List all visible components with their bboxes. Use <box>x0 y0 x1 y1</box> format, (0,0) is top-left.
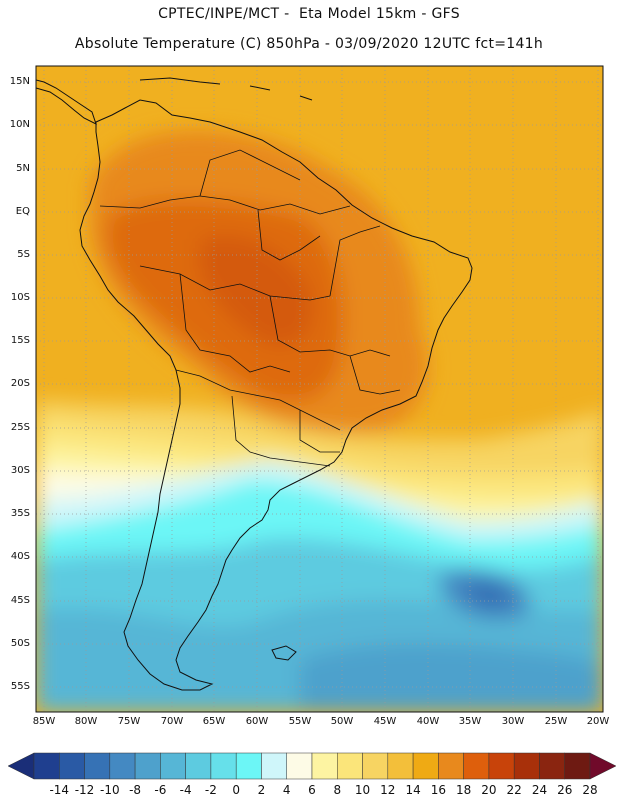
colorbar-swatch <box>33 752 60 780</box>
lat-label: 45S <box>10 595 30 606</box>
lon-label: 50W <box>330 716 354 727</box>
lon-label: 80W <box>74 716 98 727</box>
chart-title-line2: Absolute Temperature (C) 850hPa - 03/09/… <box>74 36 544 52</box>
colorbar-tick-label: -14 <box>49 783 70 797</box>
lat-label: 5S <box>17 249 30 260</box>
colorbar-swatch <box>185 752 212 780</box>
coastlines-and-borders <box>36 77 473 691</box>
colorbar-swatch <box>337 752 363 780</box>
colorbar <box>7 752 617 780</box>
caribbean-islands <box>139 77 313 101</box>
lat-label: 35S <box>10 508 30 519</box>
colorbar-swatch <box>160 752 186 780</box>
lon-label: 70W <box>160 716 184 727</box>
colorbar-tick-label: 4 <box>282 783 291 797</box>
colorbar-tick-label: -8 <box>129 783 142 797</box>
colorbar-tick-label: 6 <box>308 783 316 797</box>
lon-label: 35W <box>458 716 482 727</box>
lat-label: 55S <box>10 681 30 692</box>
colorbar-tick-label: 26 <box>557 783 573 797</box>
colorbar-swatch <box>412 752 439 780</box>
colorbar-swatch <box>362 752 389 780</box>
colorbar-tick-label: -10 <box>100 783 120 797</box>
colorbar-swatch <box>134 752 161 780</box>
colorbar-swatch <box>235 752 262 780</box>
colorbar-swatch <box>564 752 591 780</box>
country-borders <box>99 149 401 467</box>
field-band-minus8 <box>465 580 512 610</box>
colorbar-swatch <box>438 752 464 780</box>
colorbar-tick-label: -4 <box>179 783 192 797</box>
colorbar-tick-label: 8 <box>333 783 342 797</box>
lon-label: 25W <box>544 716 568 727</box>
map-gridlines <box>36 66 603 712</box>
map-frame <box>35 65 604 713</box>
lat-label: 15N <box>9 76 30 87</box>
colorbar-swatch <box>463 752 490 780</box>
temperature-field <box>36 66 603 712</box>
lon-label: 85W <box>32 716 56 727</box>
colorbar-tick-label: 12 <box>380 783 396 797</box>
lon-label: 65W <box>202 716 226 727</box>
colorbar-swatch <box>210 752 237 780</box>
lat-label: EQ <box>15 206 30 217</box>
lon-label: 45W <box>373 716 397 727</box>
colorbar-swatch <box>513 752 540 780</box>
colorbar-swatch <box>387 752 414 780</box>
colorbar-tick-label: 16 <box>430 783 446 797</box>
colorbar-swatch <box>59 752 85 780</box>
colorbar-swatch <box>286 752 313 780</box>
colorbar-tick-label: 10 <box>354 783 371 797</box>
colorbar-tick-label: -12 <box>74 783 95 797</box>
lat-label: 50S <box>10 638 30 649</box>
colorbar-swatch <box>261 752 287 780</box>
lat-label: 30S <box>10 465 30 476</box>
colorbar-tick-label: 0 <box>232 783 240 797</box>
colorbar-high-arrow <box>589 752 617 780</box>
lat-label: 40S <box>10 551 30 562</box>
falkland-islands <box>271 645 297 661</box>
colorbar-swatch <box>311 752 338 780</box>
colorbar-tick-label: 24 <box>531 783 548 797</box>
lon-label: 20W <box>586 716 610 727</box>
colorbar-tick-label: 18 <box>455 783 472 797</box>
lat-label: 15S <box>10 335 30 346</box>
field-band-minus4 <box>300 643 603 712</box>
chart-title-line1: CPTEC/INPE/MCT - Eta Model 15km - GFS <box>158 6 460 22</box>
lat-label: 20S <box>10 378 30 389</box>
central-america-coastline <box>36 79 97 125</box>
colorbar-tick-label: -2 <box>204 783 217 797</box>
colorbar-tick-label: -6 <box>154 783 167 797</box>
colorbar-tick-label: 28 <box>582 783 598 797</box>
colorbar-swatch <box>84 752 111 780</box>
colorbar-tick-label: 22 <box>506 783 522 797</box>
colorbar-swatch <box>109 752 136 780</box>
colorbar-tick-label: 14 <box>405 783 421 797</box>
colorbar-swatch <box>539 752 565 780</box>
lat-label: 10N <box>9 119 30 130</box>
south-america-coastline <box>79 99 473 691</box>
colorbar-swatch <box>488 752 515 780</box>
lon-label: 40W <box>416 716 440 727</box>
lat-label: 5N <box>16 163 30 174</box>
lat-label: 10S <box>10 292 30 303</box>
colorbar-tick-label: 20 <box>481 783 497 797</box>
lon-label: 75W <box>117 716 141 727</box>
colorbar-low-arrow <box>7 752 35 780</box>
lat-label: 25S <box>10 422 30 433</box>
lon-label: 30W <box>501 716 525 727</box>
lon-label: 60W <box>245 716 269 727</box>
colorbar-tick-label: 2 <box>257 783 266 797</box>
lon-label: 55W <box>288 716 312 727</box>
